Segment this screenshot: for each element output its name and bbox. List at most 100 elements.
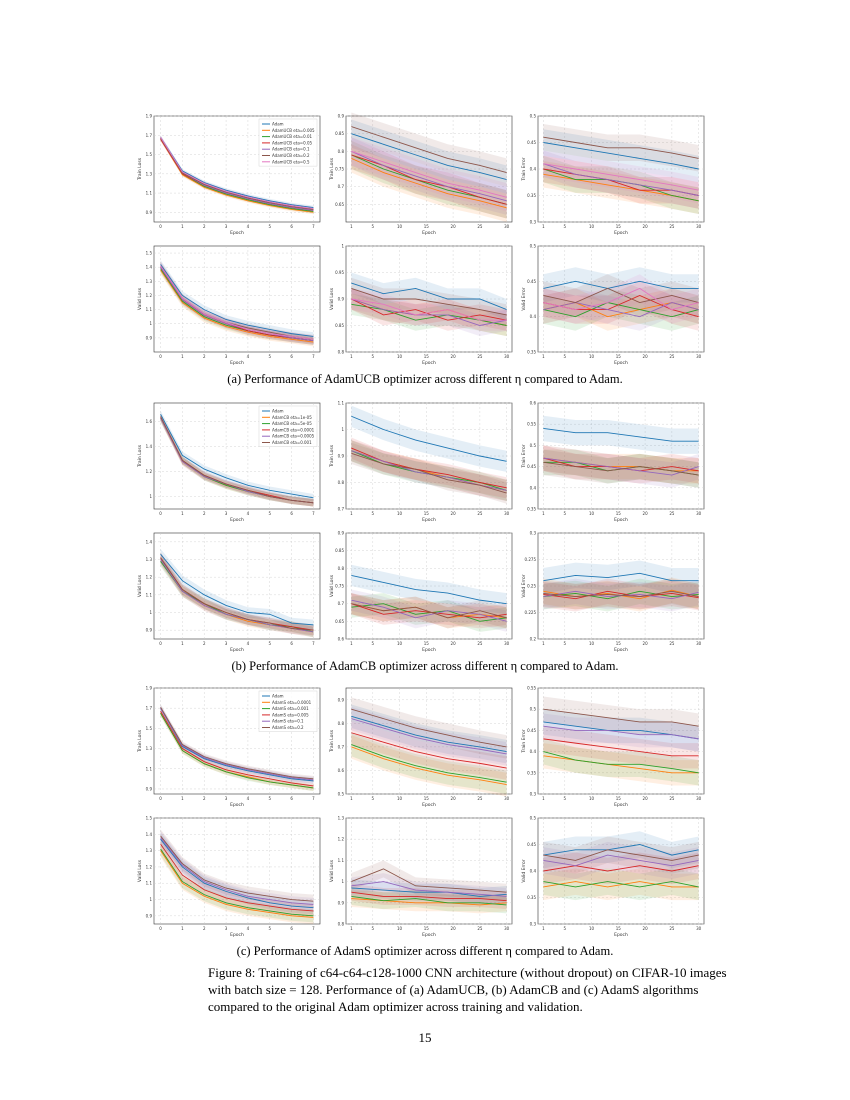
x-tick-label: 5 — [564, 354, 567, 359]
y-tick-label: 0.8 — [338, 566, 345, 571]
spread-band — [543, 288, 699, 331]
plot-area — [537, 532, 705, 640]
series-line — [543, 865, 699, 872]
x-tick-label: 1 — [181, 641, 184, 646]
x-tick-label: 0 — [159, 641, 162, 646]
figure-caption-line: compared to the original Adam optimizer … — [208, 999, 583, 1014]
spread-band — [543, 274, 699, 324]
series-line — [543, 755, 699, 774]
series-line — [351, 744, 507, 783]
spread-band — [351, 732, 507, 794]
x-tick-label: 20 — [451, 511, 457, 516]
series-line — [160, 553, 314, 626]
legend-label: AdamCB eta=0.001 — [272, 440, 312, 445]
x-axis-label: Epoch — [614, 517, 628, 523]
x-tick-label: 15 — [616, 926, 622, 931]
series-line — [543, 287, 699, 311]
plot-area — [345, 402, 513, 510]
x-tick-label: 10 — [589, 796, 595, 801]
x-axis-label: Epoch — [422, 802, 436, 808]
series-line — [351, 718, 507, 755]
y-tick-label: 0.4 — [530, 485, 537, 490]
x-tick-label: 10 — [397, 511, 403, 516]
series-line — [351, 154, 507, 205]
y-tick-label: 0.8 — [338, 721, 345, 726]
spread-band — [160, 708, 314, 789]
x-tick-label: 1 — [350, 926, 353, 931]
y-tick-label: 1.2 — [338, 837, 345, 842]
x-tick-label: 4 — [247, 511, 250, 516]
x-tick-label: 5 — [564, 511, 567, 516]
plot-area — [345, 687, 513, 795]
spread-band — [543, 445, 699, 484]
x-tick-label: 7 — [312, 354, 315, 359]
y-axis-label: Valid Error — [521, 574, 527, 597]
x-tick-label: 20 — [451, 926, 457, 931]
x-axis-label: Epoch — [230, 360, 244, 366]
subplot: 0.9 1 1.1 1.2 1.3 1.4 1.5 0 1 2 3 4 5 6 7 Epoch Valid Lo… — [137, 245, 321, 366]
x-tick-label: 20 — [643, 926, 649, 931]
x-axis-label: Epoch — [614, 647, 628, 653]
y-tick-label: 1.1 — [146, 191, 153, 196]
x-axis-label: Epoch — [230, 647, 244, 653]
spread-band — [351, 440, 507, 502]
series-line — [160, 835, 314, 902]
spread-band — [351, 593, 507, 629]
x-tick-label: 1 — [542, 511, 545, 516]
spread-band — [543, 831, 699, 869]
y-tick-label: 0.9 — [146, 210, 153, 215]
x-axis-label: Epoch — [422, 647, 436, 653]
legend-label: AdamUCB eta=0.1 — [272, 147, 310, 152]
y-tick-label: 1.5 — [146, 251, 153, 256]
y-tick-label: 1.4 — [146, 539, 153, 544]
y-tick-label: 0.55 — [527, 686, 536, 691]
y-tick-label: 1 — [341, 427, 344, 432]
y-tick-label: 0.8 — [338, 149, 345, 154]
legend-label: AdamCB eta=0.0001 — [272, 427, 315, 432]
x-tick-label: 30 — [696, 511, 702, 516]
y-tick-label: 0.8 — [338, 480, 345, 485]
plot-area — [537, 817, 705, 925]
y-tick-label: 0.4 — [530, 314, 537, 319]
series-line — [160, 843, 314, 912]
series-line — [160, 266, 314, 342]
y-tick-label: 1 — [149, 494, 152, 499]
spread-band — [351, 140, 507, 219]
y-axis-label: Train Loss — [329, 729, 335, 753]
y-tick-label: 0.75 — [335, 167, 344, 172]
series-line — [543, 590, 699, 598]
series-line — [351, 298, 507, 326]
series-line — [543, 590, 699, 600]
y-axis-label: Train Loss — [329, 157, 335, 181]
x-tick-label: 10 — [397, 796, 403, 801]
series-line — [351, 868, 507, 893]
spread-band — [351, 440, 507, 502]
x-tick-label: 30 — [696, 641, 702, 646]
series-line — [543, 163, 699, 191]
y-tick-label: 0.2 — [530, 637, 537, 642]
y-tick-label: 0.45 — [527, 279, 536, 284]
series-line — [160, 713, 314, 789]
x-tick-label: 10 — [589, 511, 595, 516]
series-line — [543, 708, 699, 727]
subfigure-caption: (c) Performance of AdamS optimizer acros… — [237, 944, 614, 958]
subplot: 0.9 1.1 1.3 1.5 1.7 1.9 0 1 2 3 4 5 6 7 Epoch Train Los… — [137, 114, 321, 236]
x-tick-label: 1 — [542, 926, 545, 931]
y-tick-label: 1.3 — [146, 557, 153, 562]
x-tick-label: 1 — [181, 796, 184, 801]
x-tick-label: 15 — [616, 511, 622, 516]
spread-band — [543, 288, 699, 331]
spread-band — [543, 726, 699, 769]
y-tick-label: 0.75 — [335, 584, 344, 589]
subfigure-caption: (a) Performance of AdamUCB optimizer acr… — [227, 372, 622, 386]
legend-label: AdamCB eta=5e-05 — [272, 421, 312, 426]
x-tick-label: 2 — [203, 224, 206, 229]
y-tick-label: 0.55 — [527, 422, 536, 427]
legend-label: AdamCB eta=1e-05 — [272, 415, 312, 420]
y-tick-label: 0.35 — [527, 350, 536, 355]
spread-band — [543, 150, 699, 209]
x-tick-label: 10 — [589, 641, 595, 646]
series-line — [160, 707, 314, 782]
x-tick-label: 15 — [424, 511, 430, 516]
